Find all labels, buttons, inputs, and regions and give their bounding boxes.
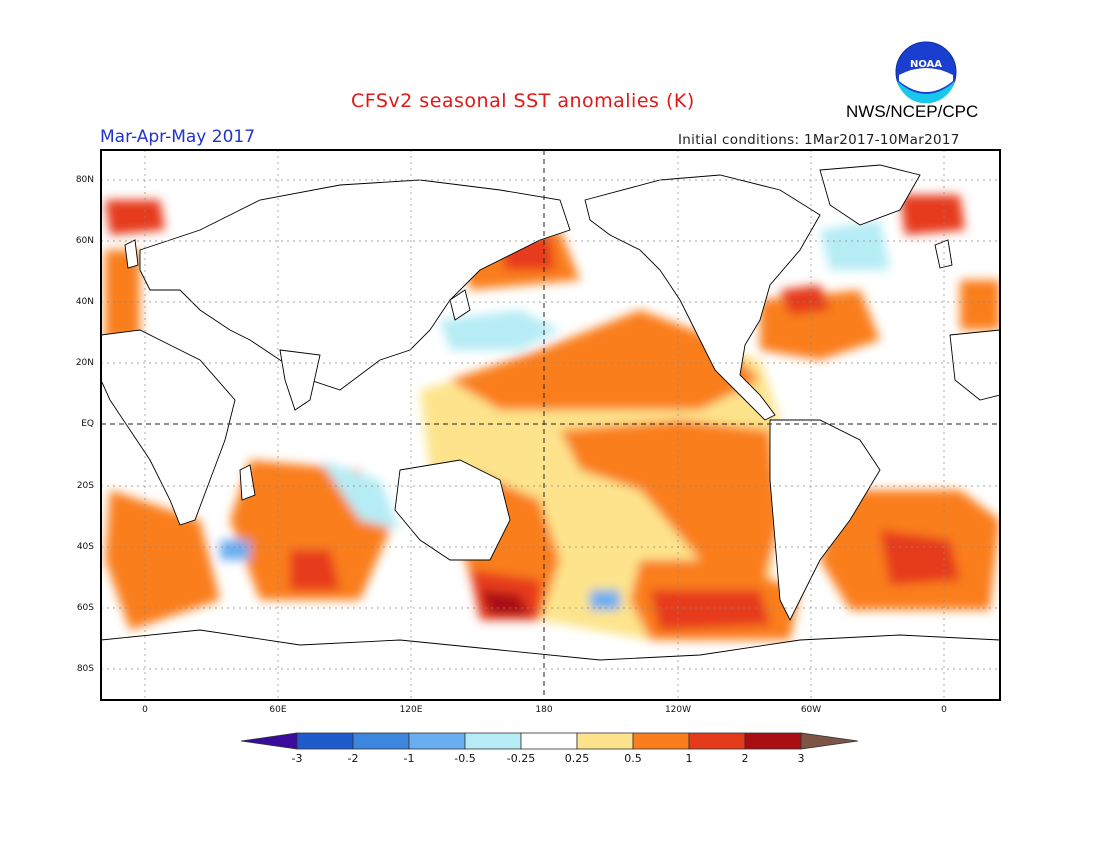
noaa-logo: NOAA [895, 41, 957, 103]
colorbar-label: -0.25 [506, 752, 536, 765]
agency-label: NWS/NCEP/CPC [846, 102, 979, 121]
colorbar-bin [576, 732, 634, 750]
colorbar-label: 2 [741, 752, 749, 765]
lat-label: EQ [81, 419, 94, 429]
lon-label: 180 [535, 705, 553, 715]
lat-label: 80N [75, 175, 94, 185]
graticule [101, 150, 1000, 700]
colorbar-bin [352, 732, 410, 750]
colorbar-label: -3 [291, 752, 303, 765]
lat-label: 20N [75, 358, 94, 368]
colorbar-bin [464, 732, 522, 750]
colorbar-bin [296, 732, 354, 750]
colorbar-bin [688, 732, 746, 750]
colorbar-label: 3 [797, 752, 805, 765]
continents [101, 164, 1000, 700]
lat-label: 40N [75, 297, 94, 307]
colorbar-label: -2 [347, 752, 359, 765]
colorbar-bin [408, 732, 466, 750]
lat-label: 40S [76, 542, 94, 552]
lat-label: 60N [75, 236, 94, 246]
colorbar-label: -1 [403, 752, 415, 765]
anomaly-field [101, 150, 1000, 700]
colorbar-bin [744, 732, 802, 750]
svg-text:NOAA: NOAA [910, 59, 942, 70]
lon-label: 120E [399, 705, 423, 715]
colorbar-label: 0.5 [624, 752, 642, 765]
colorbar-label: -0.5 [454, 752, 476, 765]
lon-label: 60E [269, 705, 287, 715]
colorbar [240, 732, 859, 750]
colorbar-bin [520, 732, 578, 750]
lon-label: 60W [800, 705, 822, 715]
colorbar-label: 0.25 [564, 752, 590, 765]
colorbar-under-arrow [240, 732, 298, 750]
colorbar-bin [632, 732, 690, 750]
colorbar-over-arrow [800, 732, 859, 750]
chart-title: CFSv2 seasonal SST anomalies (K) [351, 90, 695, 112]
lon-label: 120W [664, 705, 692, 715]
lat-label: 80S [76, 664, 94, 674]
map-frame [100, 149, 1001, 701]
lon-label: 0 [941, 705, 947, 715]
lon-label: 0 [142, 705, 148, 715]
initial-conditions: Initial conditions: 1Mar2017-10Mar2017 [678, 132, 960, 148]
colorbar-label: 1 [685, 752, 693, 765]
lat-label: 60S [76, 603, 94, 613]
season-label: Mar-Apr-May 2017 [100, 127, 256, 147]
lat-label: 20S [76, 481, 94, 491]
